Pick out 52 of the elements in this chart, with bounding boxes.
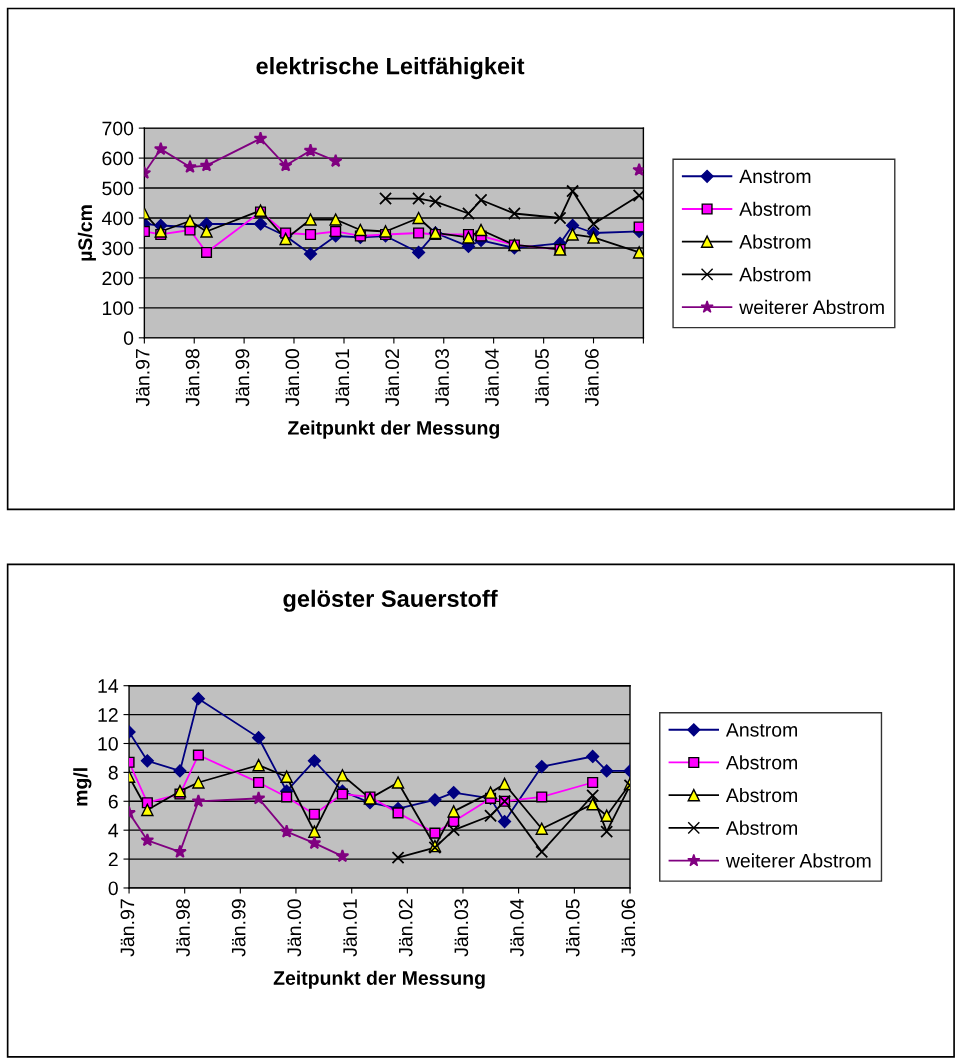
x-tick-label: Jän.01: [343, 899, 357, 957]
y-tick-label: 4: [108, 823, 119, 838]
y-tick-label: 200: [102, 271, 134, 286]
x-tick-label: Jän.03: [435, 349, 449, 407]
y-tick-label: 400: [101, 211, 134, 226]
x-tick-label: Jän.97: [135, 349, 150, 407]
legend-label: Abstrom: [739, 234, 811, 249]
chart-title: elektrische Leitfähigkeit: [256, 57, 525, 80]
legend-label: Anstrom: [725, 723, 797, 737]
x-tick-label: Jän.01: [335, 349, 350, 407]
y-axis-title: mg/l: [73, 768, 92, 806]
y-tick-label: 0: [123, 331, 134, 346]
x-tick-label: Jän.06: [621, 899, 636, 957]
y-tick-label: 14: [98, 679, 119, 693]
chart-title: gelöster Sauerstoff: [283, 589, 498, 612]
x-tick-label: Jän.98: [185, 349, 200, 407]
y-tick-label: 100: [102, 301, 134, 316]
legend-label: Anstrom: [739, 169, 811, 184]
y-tick-label: 500: [102, 181, 134, 196]
x-tick-label: Jän.06: [584, 349, 599, 407]
y-tick-label: 600: [102, 151, 134, 166]
y-tick-label: 2: [108, 852, 118, 867]
x-tick-label: Jän.02: [398, 899, 413, 957]
legend-label: Abstrom: [739, 267, 811, 282]
y-tick-label: 8: [108, 765, 118, 780]
y-tick-label: 700: [102, 121, 134, 136]
x-tick-label: Jän.05: [565, 899, 580, 957]
legend-label: Abstrom: [725, 787, 797, 803]
x-tick-label: Jän.04: [510, 898, 524, 957]
y-axis-title: µS/cm: [77, 205, 96, 261]
x-tick-label: Jän.04: [485, 348, 499, 407]
legend-label: Abstrom: [739, 201, 811, 216]
x-tick-label: Jän.05: [535, 349, 549, 407]
x-tick-label: Jän.98: [176, 899, 190, 957]
x-tick-label: Jän.99: [231, 899, 246, 957]
x-tick-label: Jän.00: [285, 348, 300, 407]
legend-label: Abstrom: [725, 820, 797, 835]
y-tick-label: 12: [98, 708, 118, 722]
x-axis-title: Zeitpunkt der Messung: [273, 970, 485, 989]
x-tick-label: Jän.97: [120, 899, 135, 957]
y-tick-label: 0: [108, 881, 118, 896]
legend-label: Abstrom: [725, 755, 797, 770]
x-tick-label: Jän.99: [235, 349, 250, 407]
x-tick-label: Jän.00: [287, 899, 302, 957]
y-tick-label: 6: [108, 794, 118, 809]
x-tick-label: Jän.03: [454, 899, 469, 957]
x-tick-label: Jän.02: [385, 349, 400, 407]
x-axis-title: Zeitpunkt der Messung: [288, 420, 499, 439]
legend-label: weiterer Abstrom: [725, 853, 871, 868]
y-tick-label: 300: [102, 241, 134, 256]
legend-label: weiterer Abstrom: [739, 299, 884, 315]
y-tick-label: 10: [98, 736, 118, 751]
